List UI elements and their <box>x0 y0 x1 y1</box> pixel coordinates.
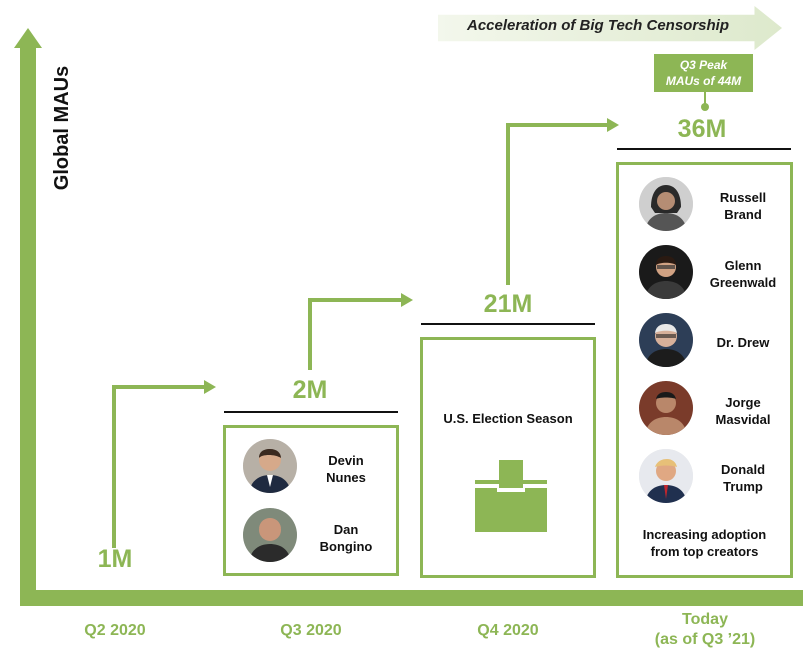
rule-q4 <box>421 323 595 325</box>
person-avatar-icon <box>639 245 693 299</box>
person-avatar-icon <box>639 381 693 435</box>
value-label-q3-2020: 2M <box>292 376 328 404</box>
connector-q2-to-q3 <box>112 385 206 548</box>
peak-line-1: Q3 Peak <box>679 58 728 72</box>
value-label-q2-2020: 1M <box>97 545 133 573</box>
creator-name-russell-brand: Russell Brand <box>719 190 767 222</box>
x-axis-line <box>20 590 803 606</box>
peak-line-2: MAUs of 44M <box>665 74 742 88</box>
y-axis-line <box>20 44 36 600</box>
peak-annotation: Q3 Peak MAUs of 44M <box>654 54 753 92</box>
connector-q4-to-today-arrowhead <box>607 118 619 132</box>
person-avatar-icon <box>639 313 693 367</box>
panel-q4-2020: U.S. Election Season <box>420 337 596 578</box>
today-caption: Increasing adoption from top creators <box>642 527 767 559</box>
creator-name-dan-bongino: Dan Bongino <box>319 522 373 554</box>
q4-caption: U.S. Election Season <box>443 411 573 426</box>
creator-name-donald-trump: Donald Trump <box>720 462 766 494</box>
value-label-today: 36M <box>677 115 727 143</box>
x-tick-today: Today (as of Q3 ’21) <box>654 611 756 648</box>
person-avatar-icon <box>639 177 693 231</box>
value-label-q4-2020: 21M <box>483 290 533 318</box>
panel-today: Russell Brand Glenn Greenwald Dr. Drew Jor… <box>616 162 793 578</box>
ballot-box-icon <box>475 460 547 532</box>
panel-q3-2020: Devin Nunes Dan Bongino <box>223 425 399 576</box>
creator-name-glenn-greenwald: Glenn Greenwald <box>709 258 777 290</box>
creator-name-devin-nunes: Devin Nunes <box>326 453 366 485</box>
connector-q4-to-today <box>506 123 609 285</box>
peak-connector <box>701 92 709 111</box>
creator-name-dr-drew: Dr. Drew <box>716 335 770 350</box>
x-tick-q4-2020: Q4 2020 <box>477 622 539 639</box>
y-axis-label: Global MAUs <box>51 65 73 191</box>
growth-connectors <box>112 118 619 548</box>
connector-q3-to-q4 <box>308 298 403 370</box>
rule-today <box>617 148 791 150</box>
rule-q3 <box>224 411 398 413</box>
creator-name-jorge-masvidal: Jorge Masvidal <box>715 395 771 427</box>
y-axis-arrowhead <box>14 28 42 48</box>
x-tick-q3-2020: Q3 2020 <box>280 622 342 639</box>
x-tick-q2-2020: Q2 2020 <box>84 622 146 639</box>
connector-q2-to-q3-arrowhead <box>204 380 216 394</box>
connector-q3-to-q4-arrowhead <box>401 293 413 307</box>
person-avatar-icon <box>243 439 297 493</box>
person-avatar-icon <box>639 449 693 503</box>
banner-text: Acceleration of Big Tech Censorship <box>467 17 729 34</box>
person-avatar-icon <box>243 508 297 562</box>
